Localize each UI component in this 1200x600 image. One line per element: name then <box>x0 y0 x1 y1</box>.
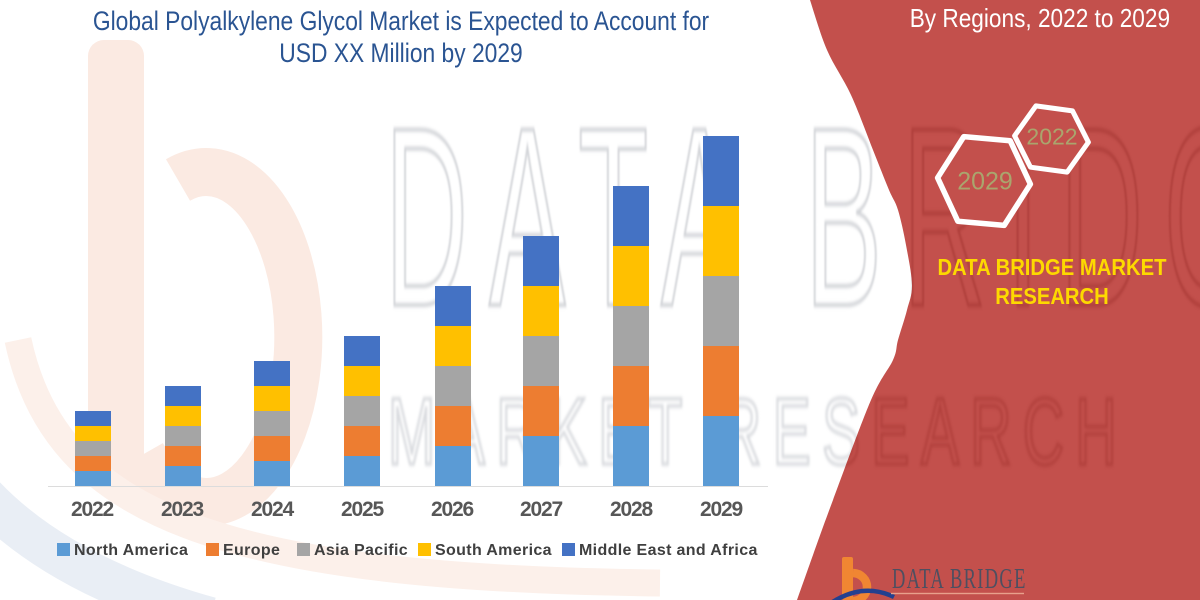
svg-text:2029: 2029 <box>957 168 1013 196</box>
svg-text:2022: 2022 <box>1026 124 1077 150</box>
